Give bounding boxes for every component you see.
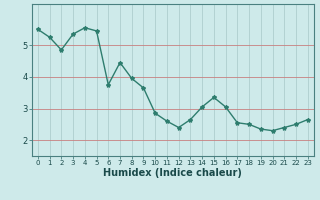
X-axis label: Humidex (Indice chaleur): Humidex (Indice chaleur) — [103, 168, 242, 178]
